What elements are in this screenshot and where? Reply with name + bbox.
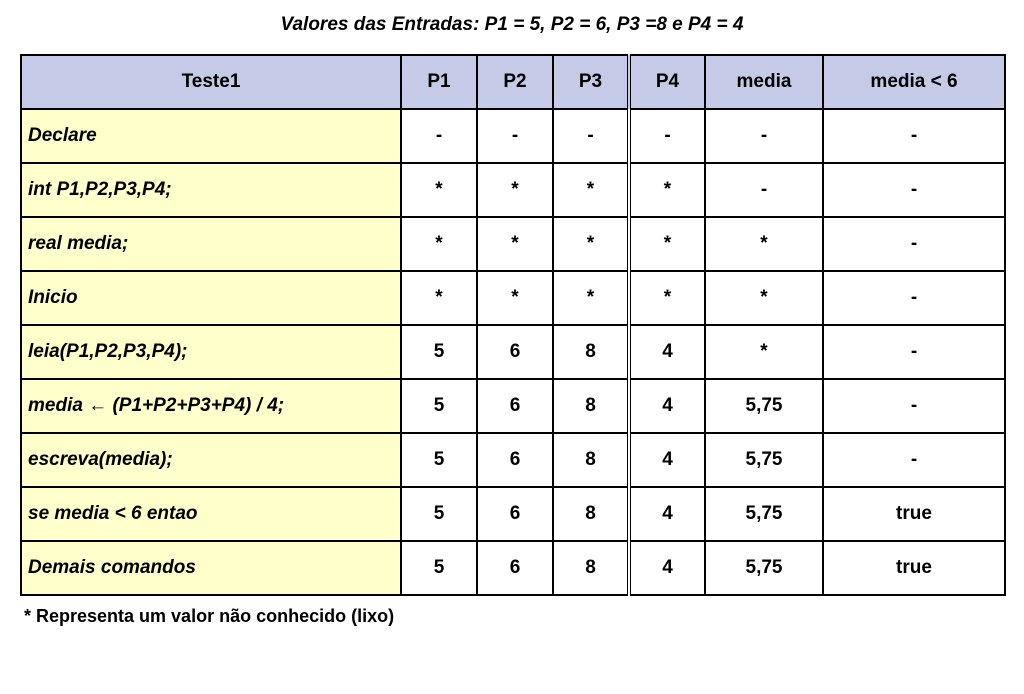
value-cell: * xyxy=(553,163,629,217)
col-header-p3: P3 xyxy=(553,55,629,109)
value-cell: - xyxy=(705,109,823,163)
table-row: media ← (P1+P2+P3+P4) / 4; 5 6 8 4 5,75 … xyxy=(21,379,1005,433)
table-row: Demais comandos 5 6 8 4 5,75 true xyxy=(21,541,1005,595)
value-cell: - xyxy=(477,109,553,163)
table-body: Declare - - - - - - int P1,P2,P3,P4; * *… xyxy=(21,109,1005,595)
table-row: se media < 6 entao 5 6 8 4 5,75 true xyxy=(21,487,1005,541)
step-cell: leia(P1,P2,P3,P4); xyxy=(21,325,401,379)
value-cell: - xyxy=(401,109,477,163)
step-cell: Demais comandos xyxy=(21,541,401,595)
value-cell: 5,75 xyxy=(705,433,823,487)
value-cell: 6 xyxy=(477,487,553,541)
value-cell: 5,75 xyxy=(705,379,823,433)
col-header-media: media xyxy=(705,55,823,109)
value-cell: - xyxy=(553,109,629,163)
step-cell: Declare xyxy=(21,109,401,163)
step-cell: media ← (P1+P2+P3+P4) / 4; xyxy=(21,379,401,433)
value-cell: 6 xyxy=(477,541,553,595)
value-cell: - xyxy=(823,217,1005,271)
col-header-teste1: Teste1 xyxy=(21,55,401,109)
value-cell: * xyxy=(705,271,823,325)
col-header-p1: P1 xyxy=(401,55,477,109)
value-cell: * xyxy=(477,271,553,325)
value-cell: 6 xyxy=(477,379,553,433)
value-cell: * xyxy=(705,325,823,379)
table-row: Inicio * * * * * - xyxy=(21,271,1005,325)
value-cell: * xyxy=(401,217,477,271)
value-cell: true xyxy=(823,487,1005,541)
step-cell: real media; xyxy=(21,217,401,271)
value-cell: - xyxy=(823,325,1005,379)
col-header-p2: P2 xyxy=(477,55,553,109)
col-header-condition: media < 6 xyxy=(823,55,1005,109)
value-cell: * xyxy=(401,271,477,325)
value-cell: 5 xyxy=(401,325,477,379)
value-cell: * xyxy=(553,217,629,271)
table-row: leia(P1,P2,P3,P4); 5 6 8 4 * - xyxy=(21,325,1005,379)
value-cell: * xyxy=(629,163,705,217)
col-header-p4: P4 xyxy=(629,55,705,109)
value-cell: * xyxy=(629,217,705,271)
value-cell: 5,75 xyxy=(705,541,823,595)
value-cell: 6 xyxy=(477,325,553,379)
trace-table: Teste1 P1 P2 P3 P4 media media < 6 Decla… xyxy=(20,54,1006,596)
step-cell: int P1,P2,P3,P4; xyxy=(21,163,401,217)
page-title: Valores das Entradas: P1 = 5, P2 = 6, P3… xyxy=(20,14,1004,36)
value-cell: 4 xyxy=(629,325,705,379)
value-cell: * xyxy=(553,271,629,325)
table-row: int P1,P2,P3,P4; * * * * - - xyxy=(21,163,1005,217)
value-cell: * xyxy=(401,163,477,217)
step-cell: escreva(media); xyxy=(21,433,401,487)
footnote: * Representa um valor não conhecido (lix… xyxy=(20,606,1004,627)
value-cell: - xyxy=(823,271,1005,325)
value-cell: * xyxy=(629,271,705,325)
value-cell: 4 xyxy=(629,487,705,541)
value-cell: 5 xyxy=(401,487,477,541)
value-cell: * xyxy=(477,163,553,217)
value-cell: - xyxy=(823,109,1005,163)
table-row: Declare - - - - - - xyxy=(21,109,1005,163)
value-cell: * xyxy=(705,217,823,271)
table-row: real media; * * * * * - xyxy=(21,217,1005,271)
table-row: escreva(media); 5 6 8 4 5,75 - xyxy=(21,433,1005,487)
value-cell: - xyxy=(823,163,1005,217)
value-cell: - xyxy=(823,433,1005,487)
value-cell: 5 xyxy=(401,433,477,487)
value-cell: 4 xyxy=(629,433,705,487)
value-cell: 8 xyxy=(553,541,629,595)
value-cell: true xyxy=(823,541,1005,595)
value-cell: 4 xyxy=(629,541,705,595)
value-cell: 5 xyxy=(401,379,477,433)
value-cell: 5,75 xyxy=(705,487,823,541)
value-cell: 8 xyxy=(553,379,629,433)
value-cell: 5 xyxy=(401,541,477,595)
value-cell: 6 xyxy=(477,433,553,487)
value-cell: 8 xyxy=(553,433,629,487)
value-cell: 8 xyxy=(553,487,629,541)
value-cell: 8 xyxy=(553,325,629,379)
value-cell: - xyxy=(705,163,823,217)
step-cell: se media < 6 entao xyxy=(21,487,401,541)
value-cell: * xyxy=(477,217,553,271)
step-cell: Inicio xyxy=(21,271,401,325)
value-cell: - xyxy=(629,109,705,163)
table-header-row: Teste1 P1 P2 P3 P4 media media < 6 xyxy=(21,55,1005,109)
value-cell: 4 xyxy=(629,379,705,433)
value-cell: - xyxy=(823,379,1005,433)
